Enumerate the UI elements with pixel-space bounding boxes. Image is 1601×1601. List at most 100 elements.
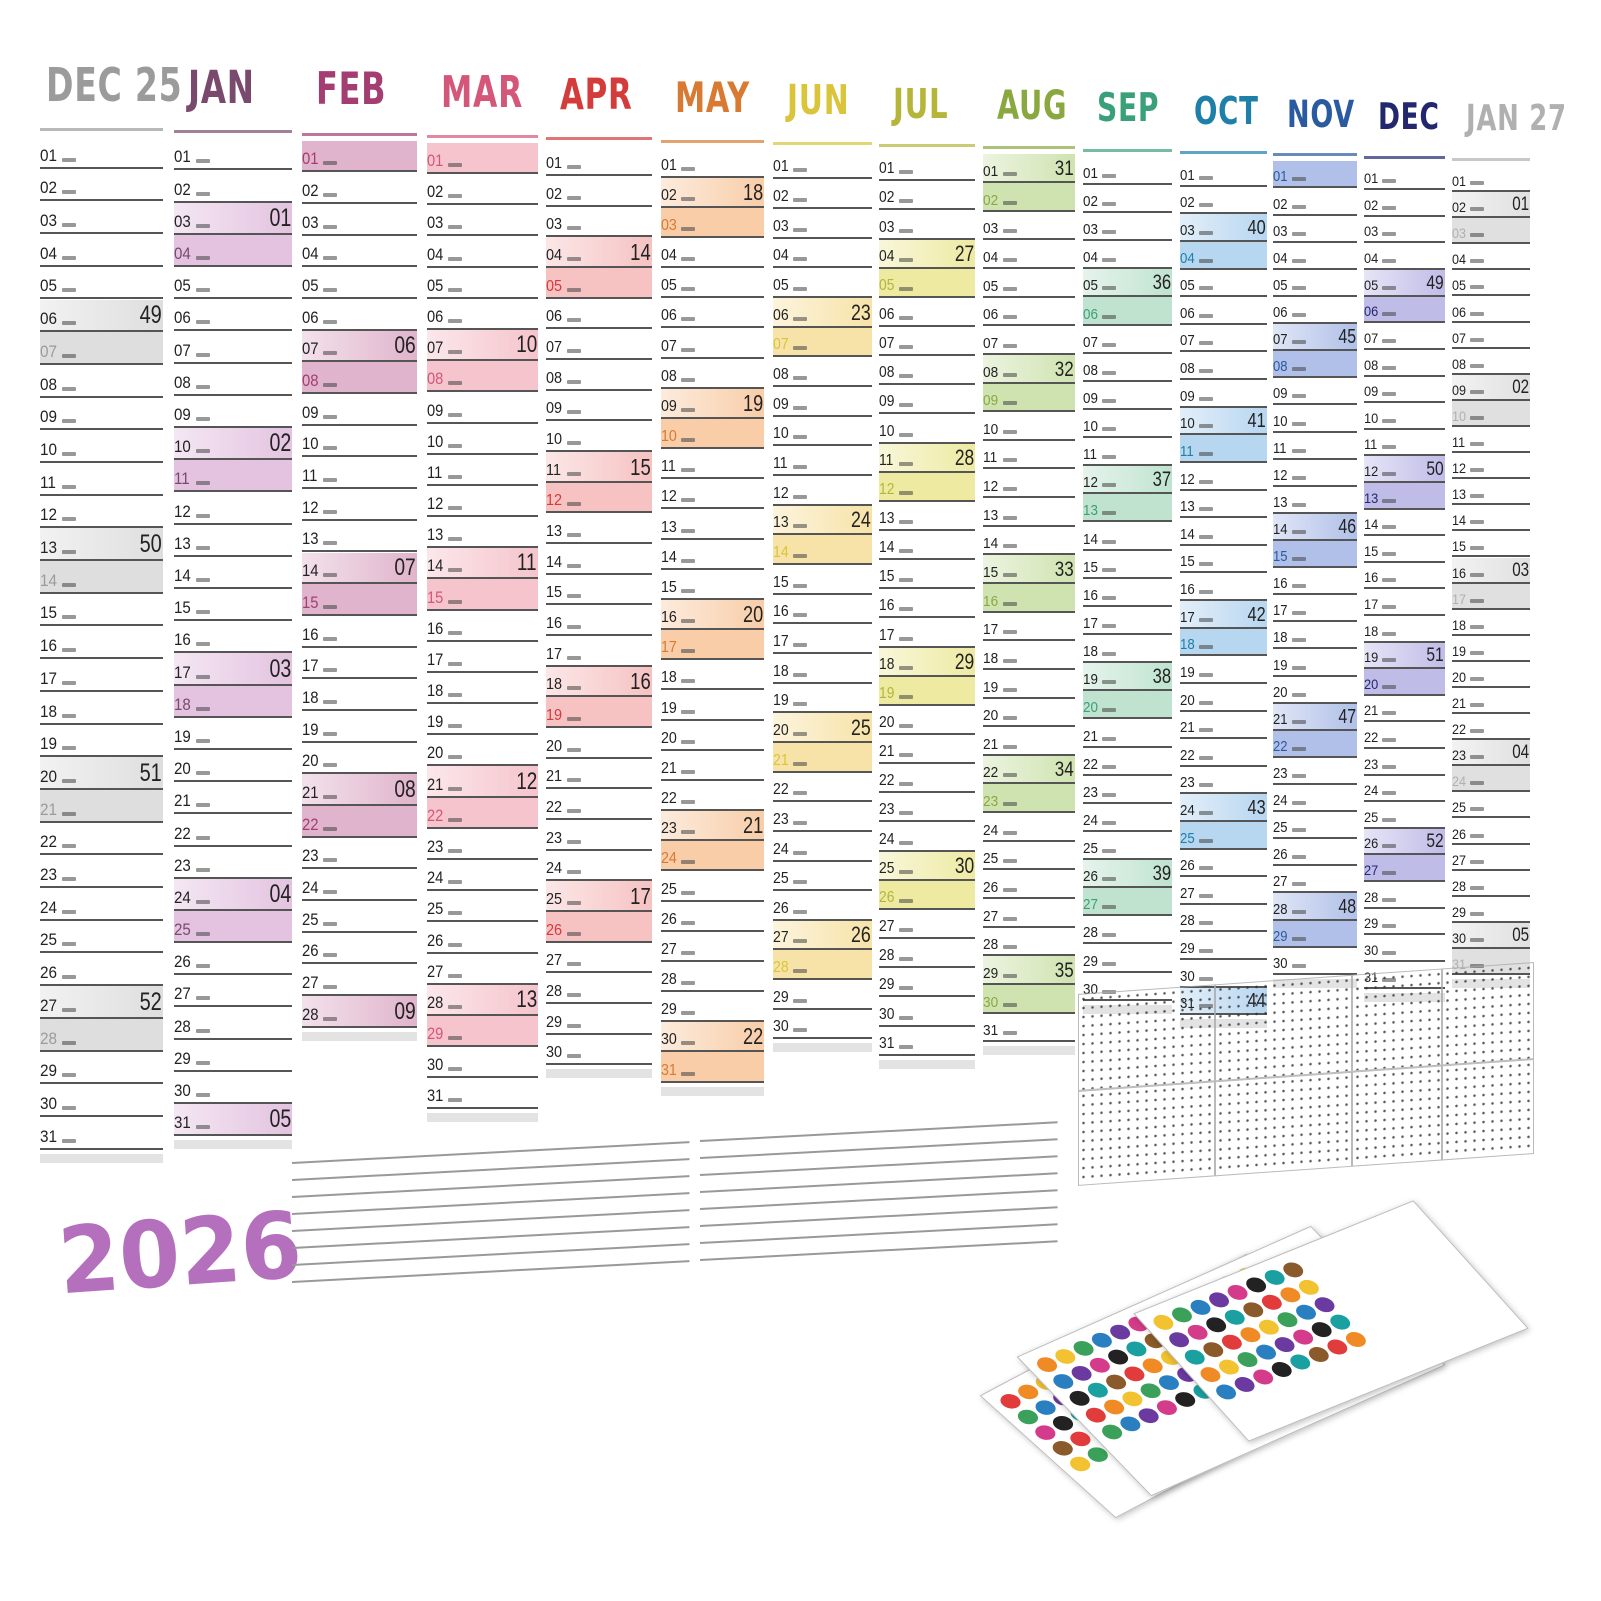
- day-row[interactable]: 28 09: [302, 996, 417, 1028]
- day-row[interactable]: 10 02: [174, 428, 292, 461]
- day-row[interactable]: 05: [879, 268, 975, 298]
- day-row[interactable]: 05: [1273, 270, 1357, 297]
- day-row[interactable]: 12: [1452, 453, 1530, 480]
- day-row[interactable]: 25: [40, 921, 163, 954]
- day-row[interactable]: 08: [546, 360, 652, 391]
- day-row[interactable]: 05: [427, 268, 538, 299]
- day-row[interactable]: 23: [302, 838, 417, 870]
- day-row[interactable]: 14: [174, 557, 292, 589]
- day-row[interactable]: 16: [879, 589, 975, 619]
- day-row[interactable]: 28: [661, 962, 764, 993]
- day-row[interactable]: 09: [427, 392, 538, 424]
- day-row[interactable]: 12: [879, 472, 975, 502]
- day-row[interactable]: 29 35: [983, 956, 1075, 985]
- day-row[interactable]: 12: [661, 479, 764, 510]
- day-row[interactable]: 25 17: [546, 881, 652, 912]
- day-row[interactable]: 12: [1273, 460, 1357, 487]
- day-row[interactable]: 16: [302, 616, 417, 648]
- day-row[interactable]: 26: [983, 870, 1075, 900]
- day-row[interactable]: 17: [1364, 589, 1445, 616]
- day-row[interactable]: 01: [661, 148, 764, 178]
- day-row[interactable]: 11: [661, 449, 764, 480]
- day-row[interactable]: 02: [174, 170, 292, 203]
- day-row[interactable]: 29: [879, 968, 975, 998]
- day-row[interactable]: 15: [174, 589, 292, 622]
- day-row[interactable]: 13: [1364, 482, 1445, 510]
- day-row[interactable]: 06: [1083, 297, 1172, 326]
- day-row[interactable]: 09: [302, 394, 417, 426]
- day-row[interactable]: 24: [1083, 804, 1172, 832]
- day-row[interactable]: 30: [1364, 935, 1445, 962]
- day-row[interactable]: 11: [1452, 427, 1530, 454]
- day-row[interactable]: 21: [983, 727, 1075, 756]
- day-row[interactable]: 14: [1180, 518, 1267, 546]
- day-row[interactable]: 01: [546, 145, 652, 176]
- day-row[interactable]: 25: [1083, 832, 1172, 861]
- day-row[interactable]: 16: [1083, 579, 1172, 607]
- day-row[interactable]: 07: [546, 329, 652, 360]
- day-row[interactable]: 17: [302, 648, 417, 680]
- day-row[interactable]: 24: [40, 888, 163, 921]
- day-row[interactable]: 06: [1364, 296, 1445, 324]
- day-row[interactable]: 17: [773, 624, 872, 654]
- day-row[interactable]: 14: [773, 535, 872, 565]
- day-row[interactable]: 20 25: [773, 713, 872, 743]
- day-row[interactable]: 09: [1083, 382, 1172, 410]
- day-row[interactable]: 02: [1180, 187, 1267, 215]
- day-row[interactable]: 17: [427, 642, 538, 673]
- day-row[interactable]: 24: [302, 869, 417, 902]
- day-row[interactable]: 29: [1364, 909, 1445, 936]
- day-row[interactable]: 26: [40, 954, 163, 987]
- day-row[interactable]: 25: [1180, 822, 1267, 850]
- day-row[interactable]: 15 33: [983, 555, 1075, 585]
- day-row[interactable]: 10: [302, 426, 417, 458]
- day-row[interactable]: 18: [1452, 610, 1530, 636]
- day-row[interactable]: 04: [40, 234, 163, 267]
- day-row[interactable]: 08: [1364, 350, 1445, 377]
- day-row[interactable]: 04: [302, 236, 417, 268]
- day-row[interactable]: 16: [773, 595, 872, 625]
- day-row[interactable]: 12: [983, 469, 1075, 499]
- day-row[interactable]: 11: [427, 455, 538, 486]
- day-row[interactable]: 24: [546, 851, 652, 882]
- day-row[interactable]: 31: [983, 1014, 1075, 1043]
- day-row[interactable]: 14 46: [1273, 513, 1357, 541]
- day-row[interactable]: 13: [546, 513, 652, 544]
- day-row[interactable]: 20: [1273, 677, 1357, 704]
- day-row[interactable]: 11: [1180, 435, 1267, 463]
- day-row[interactable]: 06: [1180, 297, 1267, 325]
- day-row[interactable]: 22: [174, 814, 292, 847]
- day-row[interactable]: 09: [1364, 377, 1445, 404]
- day-row[interactable]: 19: [427, 704, 538, 736]
- day-row[interactable]: 04: [1273, 243, 1357, 270]
- day-row[interactable]: 28: [174, 1007, 292, 1040]
- day-row[interactable]: 26: [427, 922, 538, 954]
- day-row[interactable]: 28: [1180, 905, 1267, 933]
- day-row[interactable]: 06 23: [773, 298, 872, 328]
- day-row[interactable]: 07: [773, 327, 872, 358]
- day-row[interactable]: 18: [174, 685, 292, 718]
- day-row[interactable]: 10: [1452, 400, 1530, 427]
- day-row[interactable]: 14: [1452, 505, 1530, 532]
- day-row[interactable]: 04: [1180, 241, 1267, 270]
- day-row[interactable]: 07: [879, 327, 975, 357]
- day-row[interactable]: 28: [1083, 916, 1172, 945]
- day-row[interactable]: 26: [1452, 819, 1530, 845]
- day-row[interactable]: 15: [879, 560, 975, 590]
- day-row[interactable]: 08: [661, 359, 764, 389]
- day-row[interactable]: 08: [1452, 349, 1530, 375]
- day-row[interactable]: 31: [879, 1027, 975, 1056]
- day-row[interactable]: 01: [427, 142, 538, 175]
- day-row[interactable]: 04: [174, 234, 292, 268]
- day-row[interactable]: 23 04: [1452, 740, 1530, 767]
- day-row[interactable]: 15: [1364, 536, 1445, 563]
- day-row[interactable]: 22: [1364, 722, 1445, 750]
- day-row[interactable]: 27: [1364, 855, 1445, 883]
- day-row[interactable]: 17: [879, 618, 975, 648]
- day-row[interactable]: 17: [40, 659, 163, 692]
- day-row[interactable]: 01: [879, 152, 975, 182]
- day-row[interactable]: 26: [773, 891, 872, 921]
- day-row[interactable]: 22: [879, 764, 975, 794]
- day-row[interactable]: 10 41: [1180, 407, 1267, 436]
- day-row[interactable]: 04: [773, 239, 872, 269]
